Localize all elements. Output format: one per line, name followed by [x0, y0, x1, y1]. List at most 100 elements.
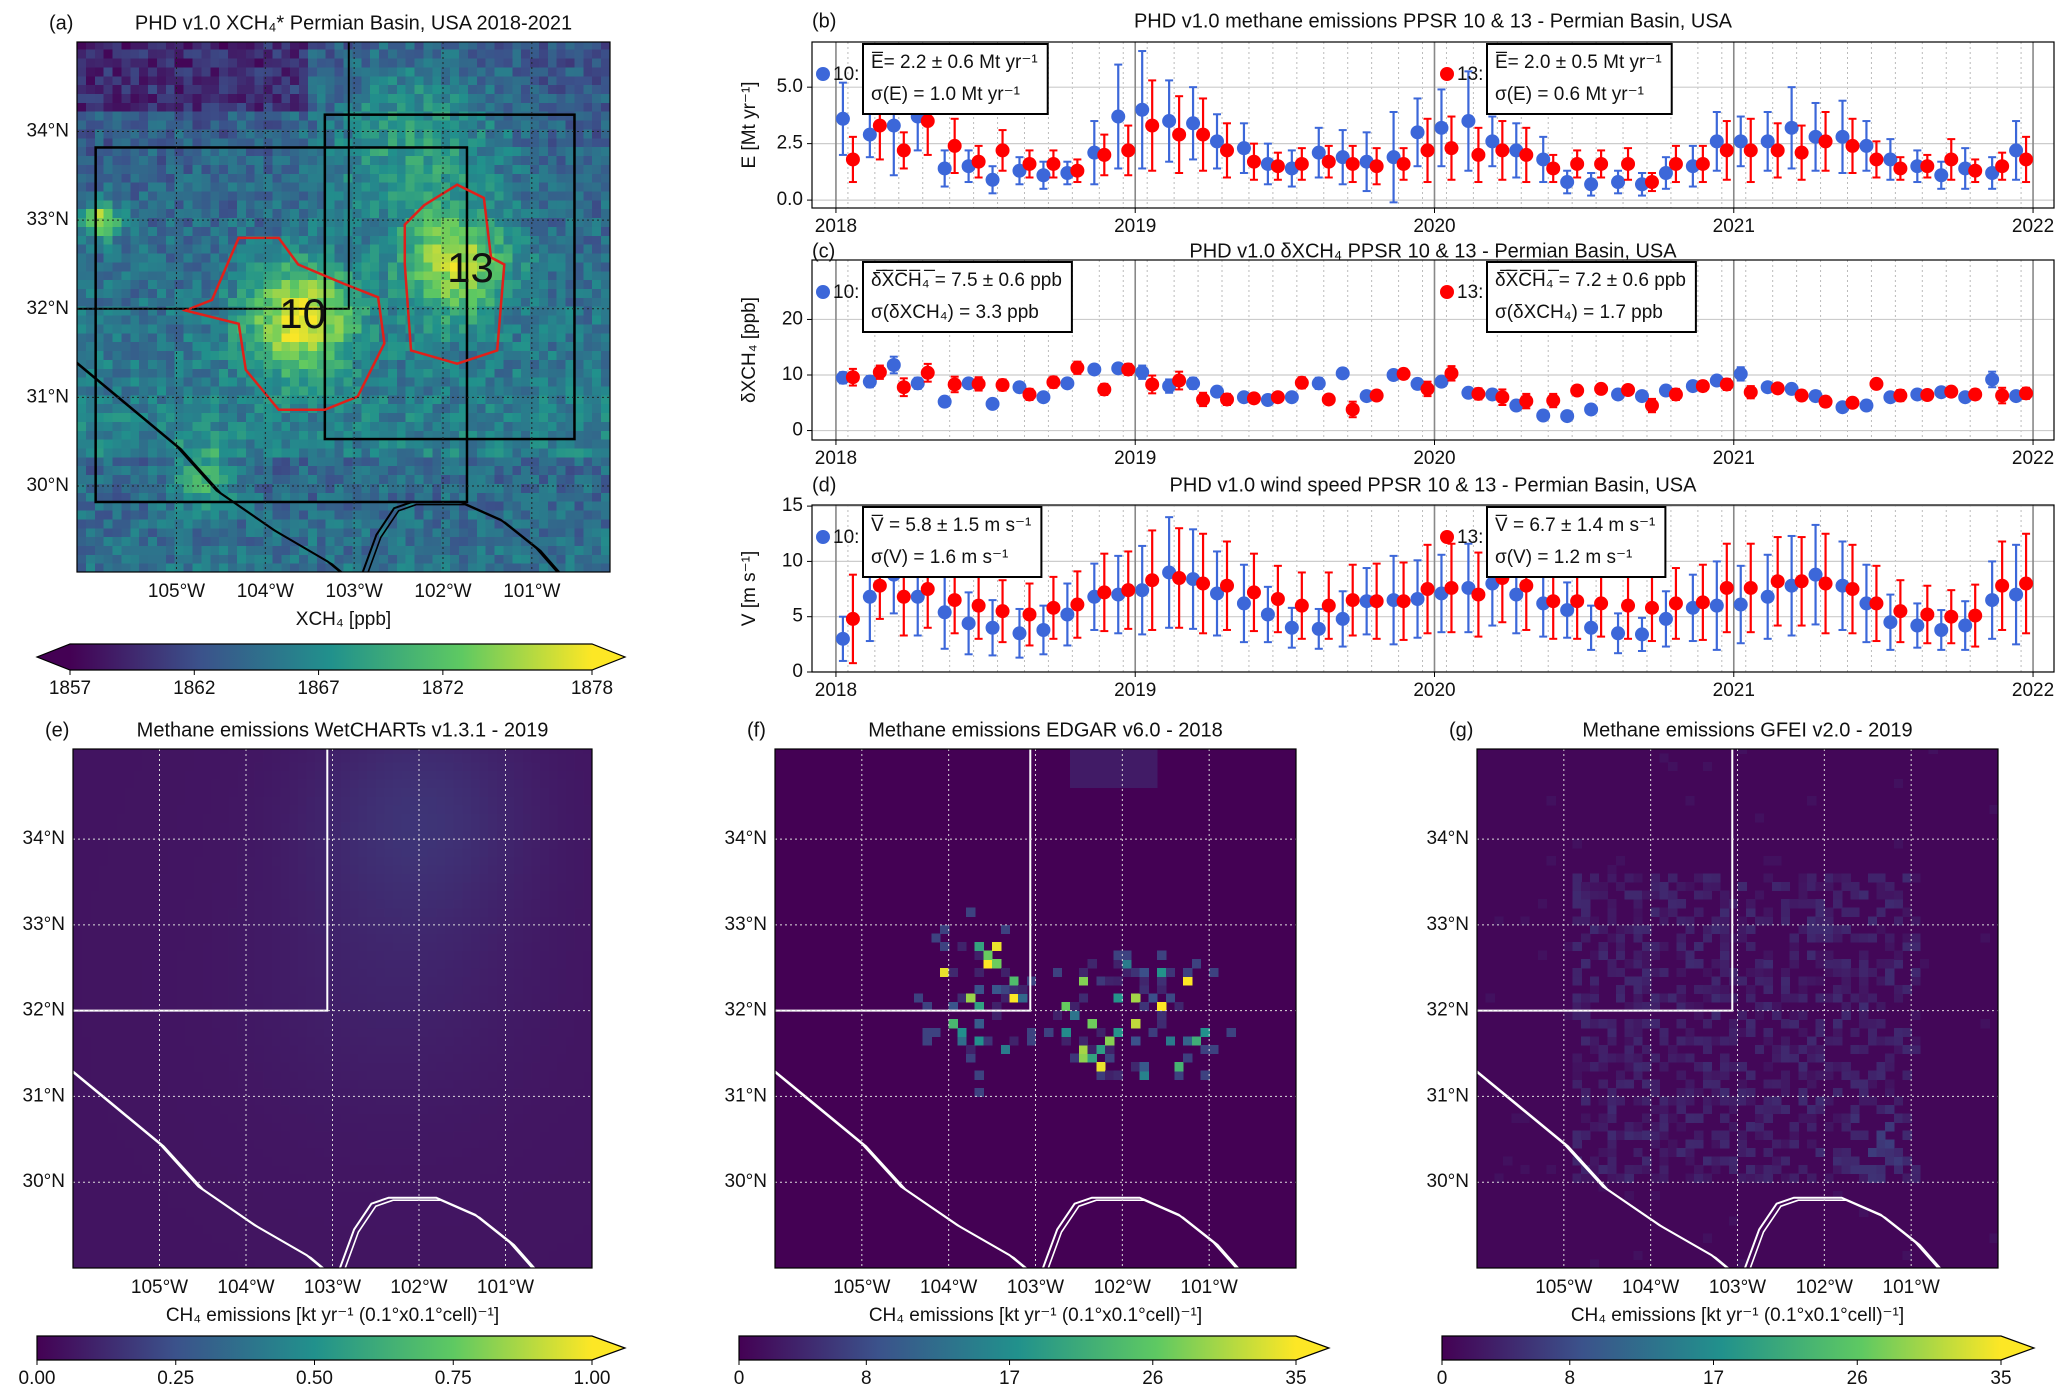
map-cell [530, 146, 540, 157]
map-cell [352, 217, 362, 227]
map-cell [379, 474, 389, 484]
map-cell [94, 297, 105, 307]
marker [1644, 398, 1659, 413]
map-cell [379, 102, 389, 112]
map-cell [370, 332, 380, 343]
map-cell [423, 545, 433, 555]
map-cell [370, 456, 380, 467]
map-cell [521, 323, 531, 334]
map-cell [450, 536, 460, 547]
map-cell [343, 403, 353, 414]
y-tick-label: 34°N [27, 121, 69, 142]
map-cell [334, 84, 345, 95]
map-cell [325, 146, 336, 157]
map-cell [601, 501, 610, 511]
map-cell [201, 323, 211, 334]
map-cell [414, 66, 425, 77]
map-cell [112, 492, 123, 502]
map-cell [503, 439, 513, 449]
map-cell [307, 421, 318, 431]
legend-marker [816, 67, 830, 81]
map-cell [467, 563, 478, 572]
map-cell [290, 226, 300, 236]
map-cell [601, 42, 610, 50]
map-cell [441, 483, 451, 493]
map-cell [583, 252, 593, 263]
map-cell [361, 323, 371, 334]
map-cell [521, 173, 531, 183]
map-cell [530, 49, 540, 59]
map-cell [121, 447, 131, 458]
map-cell [254, 146, 265, 157]
map-cell [112, 155, 123, 165]
map-cell [601, 465, 610, 476]
map-cell [485, 42, 496, 50]
map-cell [85, 288, 96, 298]
map-cell [325, 518, 336, 529]
map-cell [112, 252, 123, 263]
map-cell [112, 66, 123, 77]
map-cell [192, 306, 202, 316]
map-cell [547, 465, 558, 476]
marker [1087, 362, 1102, 377]
map-cell [503, 314, 513, 325]
map-cell [236, 430, 247, 440]
marker [1434, 120, 1449, 135]
map-cell [156, 93, 167, 103]
map-cell [263, 306, 274, 316]
map-cell [512, 288, 522, 298]
map-cell [139, 84, 149, 95]
map-cell [263, 430, 274, 440]
map-cell [174, 545, 185, 555]
map-cell [121, 527, 131, 538]
map-cell [476, 518, 487, 529]
map-cell [601, 563, 610, 572]
map-cell [192, 279, 202, 289]
map-cell [316, 261, 327, 272]
marker [1560, 603, 1575, 618]
map-cell [396, 146, 407, 157]
map-cell [565, 199, 576, 210]
map-cell [263, 57, 274, 68]
map-cell [94, 146, 105, 157]
map-cell [334, 164, 345, 174]
map-cell [316, 483, 327, 493]
map-cell [325, 235, 336, 245]
map-cell [103, 492, 114, 502]
map-cell [512, 173, 522, 183]
map-cell [565, 394, 576, 405]
map-cell [601, 359, 610, 369]
map-cell [139, 42, 149, 50]
marker [1808, 567, 1823, 582]
marker [1420, 143, 1435, 158]
map-cell [121, 385, 131, 396]
map-cell [547, 270, 558, 281]
map-cell [583, 430, 593, 440]
map-cell [245, 350, 256, 360]
map-cell [414, 297, 425, 307]
marker [1321, 392, 1336, 407]
map-cell [121, 137, 131, 148]
map-cell [352, 155, 362, 165]
map-cell [77, 226, 87, 236]
map-cell [547, 527, 558, 538]
map-cell [85, 190, 96, 201]
map-cell [565, 412, 576, 422]
marker [1893, 161, 1908, 176]
map-cell [414, 270, 425, 281]
map-cell [103, 252, 114, 263]
marker [1162, 114, 1177, 129]
map-cell [112, 137, 123, 148]
map-cell [583, 102, 593, 112]
map-cell [565, 501, 576, 511]
map-cell [432, 394, 442, 405]
map-cell [574, 42, 584, 50]
map-cell [139, 119, 149, 130]
map-cell [192, 403, 202, 414]
map-cell [503, 42, 513, 50]
map-cell [405, 128, 416, 139]
map-cell [458, 84, 469, 95]
map-cell [512, 518, 522, 529]
map-cell [219, 323, 229, 334]
marker [1420, 381, 1435, 396]
